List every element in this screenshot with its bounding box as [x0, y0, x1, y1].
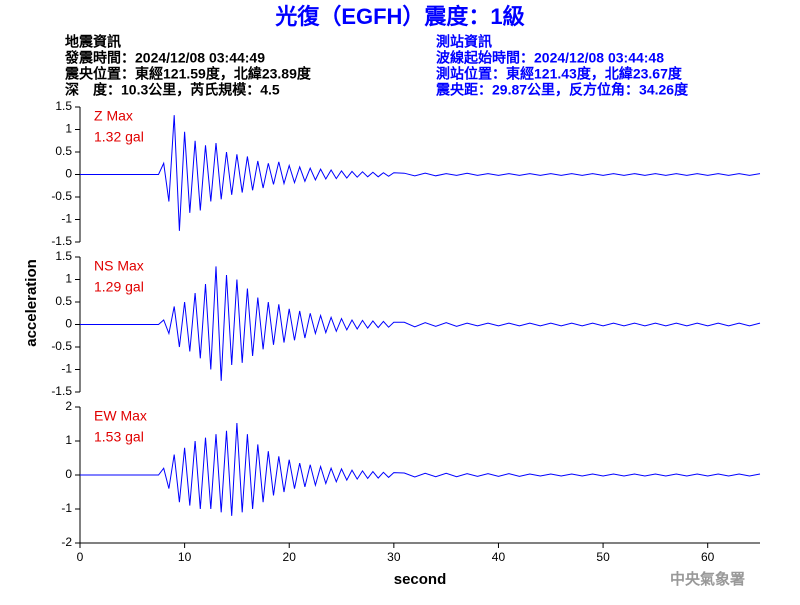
y-tick-label: 0 [65, 467, 72, 481]
info-right: 測站資訊 [436, 34, 492, 50]
x-tick-label: 10 [178, 550, 192, 564]
info-right: 波線起始時間：2024/12/08 03:44:48 [436, 50, 664, 66]
title: 光復（EGFH）震度：1級 [274, 4, 524, 29]
info-right: 測站位置：東經121.43度，北緯23.67度 [436, 66, 683, 82]
x-tick-label: 30 [387, 550, 401, 564]
y-tick-label: 1.5 [55, 249, 72, 263]
y-tick-label: -2 [61, 535, 72, 549]
y-tick-label: 1 [65, 272, 72, 286]
info-left: 震央位置：東經121.59度，北緯23.89度 [64, 66, 312, 82]
y-tick-label: 1 [65, 433, 72, 447]
x-tick-label: 20 [283, 550, 297, 564]
y-tick-label: 0 [65, 317, 72, 331]
y-tick-label: 0 [65, 167, 72, 181]
panel-label: EW Max [94, 408, 147, 424]
y-tick-label: 1.5 [55, 99, 72, 113]
info-left: 發震時間：2024/12/08 03:44:49 [64, 50, 265, 66]
y-tick-label: 0.5 [55, 144, 72, 158]
panel-label: Z Max [94, 108, 133, 124]
panel-label: NS Max [94, 258, 144, 274]
y-tick-label: -1 [61, 501, 72, 515]
y-tick-label: -0.5 [51, 189, 72, 203]
waveform [80, 422, 761, 516]
y-axis-label: acceleration [23, 259, 40, 347]
info-right: 震央距：29.87公里，反方位角：34.26度 [435, 82, 689, 98]
y-tick-label: -1 [61, 362, 72, 376]
panel-max: 1.53 gal [94, 429, 144, 445]
x-tick-label: 40 [492, 550, 506, 564]
info-left: 地震資訊 [65, 34, 121, 50]
y-tick-label: -1.5 [51, 234, 72, 248]
waveform [80, 115, 761, 231]
x-tick-label: 50 [596, 550, 610, 564]
x-tick-label: 60 [701, 550, 715, 564]
y-tick-label: 0.5 [55, 294, 72, 308]
info-left: 深 度：10.3公里，芮氏規模：4.5 [65, 82, 280, 98]
y-tick-label: -1 [61, 212, 72, 226]
panel-max: 1.32 gal [94, 129, 144, 145]
x-axis-label: second [394, 571, 447, 588]
y-tick-label: 2 [65, 399, 72, 413]
footer: 中央氣象署 [670, 570, 745, 588]
y-tick-label: -0.5 [51, 339, 72, 353]
y-tick-label: 1 [65, 122, 72, 136]
panel-max: 1.29 gal [94, 279, 144, 295]
x-tick-label: 0 [77, 550, 84, 564]
waveform [80, 266, 761, 381]
y-tick-label: -1.5 [51, 384, 72, 398]
